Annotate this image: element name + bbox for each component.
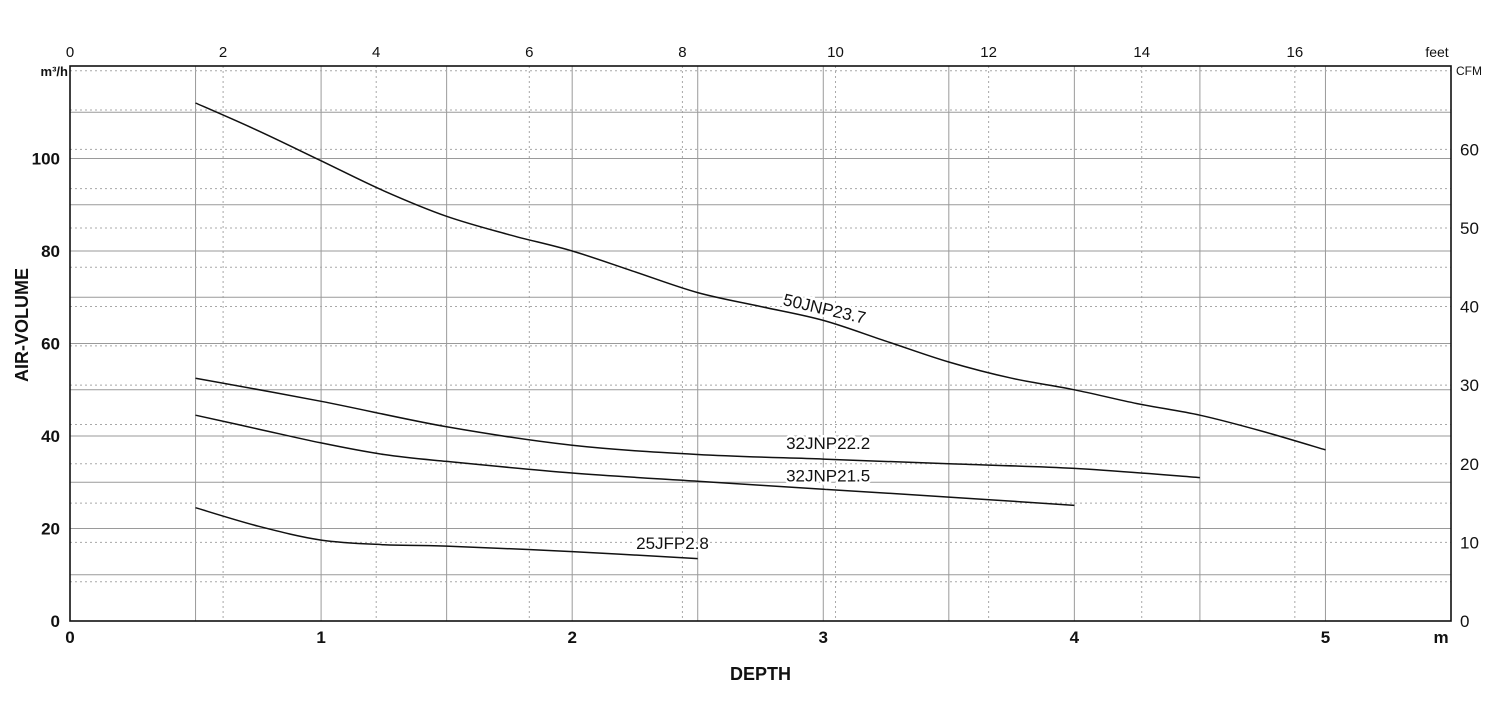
- right-tick-label: 40: [1460, 298, 1479, 317]
- y-tick-label: 0: [51, 612, 60, 631]
- grid-layer: [70, 66, 1451, 621]
- top-tick-label: 16: [1286, 44, 1303, 61]
- right-tick-label: 50: [1460, 219, 1479, 238]
- top-tick-label: 4: [372, 44, 380, 61]
- top-tick-label: 10: [827, 44, 844, 61]
- top-tick-label: 2: [219, 44, 227, 61]
- y-tick-label: 60: [41, 335, 60, 354]
- series-label: 25JFP2.8: [636, 534, 709, 553]
- series-label: 32JNP22.2: [786, 434, 870, 453]
- y-tick-label: 40: [41, 427, 60, 446]
- top-tick-label: 12: [980, 44, 997, 61]
- top-unit-label: feet: [1425, 44, 1448, 60]
- right-tick-label: 20: [1460, 455, 1479, 474]
- x-tick-label: 1: [316, 628, 325, 647]
- series-line: [195, 377, 1200, 479]
- x-tick-label: 3: [819, 628, 828, 647]
- series-layer: 50JNP23.7 32JNP22.2 32JNP21.5 25JFP2.8: [195, 102, 1326, 560]
- right-unit-label: CFM: [1456, 64, 1482, 78]
- plot-frame: [69, 65, 1452, 622]
- series-label: 32JNP21.5: [786, 467, 870, 486]
- y-tick-label: 20: [41, 520, 60, 539]
- y-axis-title: AIR-VOLUME: [12, 268, 32, 382]
- x-tick-label: 0: [65, 628, 74, 647]
- y-unit-label: m³/h: [41, 64, 69, 79]
- x-tick-label: 2: [567, 628, 576, 647]
- right-tick-label: 0: [1460, 612, 1469, 631]
- right-tick-label: 10: [1460, 533, 1479, 552]
- x-tick-label: 4: [1070, 628, 1080, 647]
- top-tick-label: 14: [1133, 44, 1150, 61]
- series-line: [195, 506, 698, 560]
- y-tick-label: 100: [32, 150, 60, 169]
- y-tick-label: 80: [41, 242, 60, 261]
- series-line: [195, 414, 1075, 507]
- top-tick-label: 6: [525, 44, 533, 61]
- x-tick-label: 5: [1321, 628, 1330, 647]
- right-tick-label: 30: [1460, 376, 1479, 395]
- series-label: 50JNP23.7: [781, 290, 867, 327]
- top-tick-label: 8: [678, 44, 686, 61]
- x-unit-label: m: [1433, 628, 1448, 647]
- top-tick-label: 0: [66, 44, 74, 61]
- x-axis-title: DEPTH: [730, 664, 791, 684]
- series-line: [195, 102, 1326, 451]
- right-tick-label: 60: [1460, 140, 1479, 159]
